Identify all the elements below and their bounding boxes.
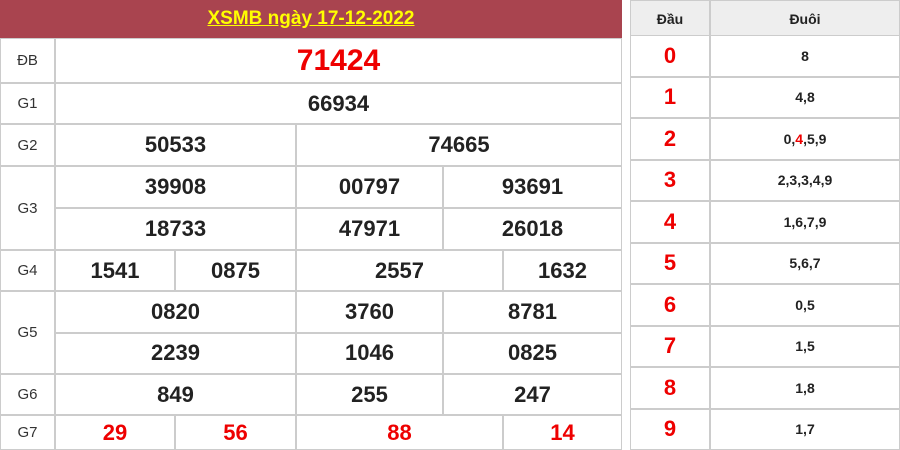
prize-number-g4: 0875 <box>175 250 296 291</box>
prize-number-g7: 29 <box>55 415 175 450</box>
loto-tail-0: 8 <box>710 35 900 77</box>
prize-number-g4: 2557 <box>296 250 503 291</box>
prize-number-g7: 14 <box>503 415 622 450</box>
loto-head-6: 6 <box>630 284 710 326</box>
loto-tail-1: 4,8 <box>710 76 900 118</box>
prize-number-g3: 00797 <box>296 166 443 208</box>
prize-label-g5: G5 <box>0 291 55 374</box>
loto-tail-part: 0, <box>783 130 796 147</box>
prize-number-g4: 1632 <box>503 250 622 291</box>
loto-head-3: 3 <box>630 159 710 201</box>
loto-tail-2: 0, 4,5,9 <box>710 118 900 160</box>
loto-tail-part: 4 <box>795 130 804 147</box>
prize-number-g5: 0820 <box>55 291 296 333</box>
prize-label-g4: G4 <box>0 250 55 291</box>
loto-head-4: 4 <box>630 201 710 243</box>
prize-number-db: 71424 <box>55 38 622 83</box>
loto-tail-3: 2,3,3,4,9 <box>710 159 900 201</box>
prize-number-g3: 26018 <box>443 208 622 250</box>
loto-head-7: 7 <box>630 325 710 367</box>
loto-head-1: 1 <box>630 76 710 118</box>
loto-tail-9: 1,7 <box>710 408 900 450</box>
prize-number-g6: 849 <box>55 374 296 415</box>
prize-label-g6: G6 <box>0 374 55 415</box>
prize-number-g5: 1046 <box>296 332 443 374</box>
prize-number-g7: 88 <box>296 415 503 450</box>
prize-number-g3: 47971 <box>296 208 443 250</box>
prize-number-g5: 0825 <box>443 332 622 374</box>
loto-head-9: 9 <box>630 408 710 450</box>
prize-number-g2: 74665 <box>296 124 622 166</box>
prize-number-g6: 247 <box>443 374 622 415</box>
loto-head-0: 0 <box>630 35 710 77</box>
prize-number-g3: 39908 <box>55 166 296 208</box>
prize-label-g2: G2 <box>0 124 55 166</box>
prize-number-g4: 1541 <box>55 250 175 291</box>
loto-tail-5: 5,6,7 <box>710 242 900 284</box>
loto-tail-part: ,5,9 <box>803 130 827 147</box>
prize-number-g5: 2239 <box>55 332 296 374</box>
loto-head-5: 5 <box>630 242 710 284</box>
prize-number-g7: 56 <box>175 415 296 450</box>
prize-number-g1: 66934 <box>55 83 622 124</box>
loto-head-2: 2 <box>630 118 710 160</box>
prize-number-g3: 93691 <box>443 166 622 208</box>
loto-tail-6: 0,5 <box>710 284 900 326</box>
prize-number-g5: 3760 <box>296 291 443 333</box>
prize-label-g1: G1 <box>0 83 55 124</box>
loto-head-label: Đầu <box>630 0 710 38</box>
loto-tail-label: Đuôi <box>710 0 900 38</box>
loto-tail-7: 1,5 <box>710 325 900 367</box>
prize-label-db: ĐB <box>0 38 55 83</box>
results-title-link[interactable]: XSMB ngày 17-12-2022 <box>207 8 415 29</box>
results-header: XSMB ngày 17-12-2022 <box>0 0 622 38</box>
prize-number-g6: 255 <box>296 374 443 415</box>
prize-number-g5: 8781 <box>443 291 622 333</box>
prize-label-g7: G7 <box>0 415 55 450</box>
prize-number-g2: 50533 <box>55 124 296 166</box>
loto-head-8: 8 <box>630 367 710 409</box>
loto-tail-8: 1,8 <box>710 367 900 409</box>
prize-number-g3: 18733 <box>55 208 296 250</box>
prize-label-g3: G3 <box>0 166 55 250</box>
loto-tail-4: 1,6,7,9 <box>710 201 900 243</box>
